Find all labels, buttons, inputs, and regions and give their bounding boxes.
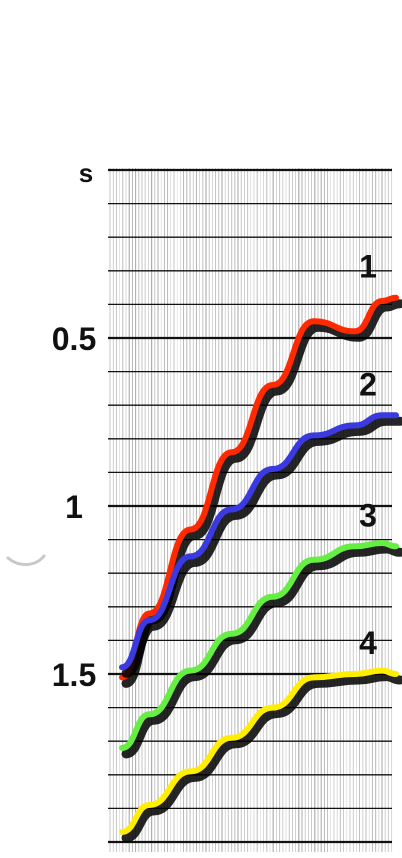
- y-axis-tick-label: 1.5: [52, 657, 96, 693]
- smudge-mark: [6, 554, 46, 566]
- curve-label-4: 4: [359, 625, 377, 661]
- seismic-event-line: [121, 544, 402, 759]
- curve-3: [119, 540, 399, 751]
- seismic-event-line: [121, 416, 402, 678]
- curve-label-1: 1: [359, 249, 377, 285]
- curve-4: [119, 667, 399, 835]
- curve-label-3: 3: [359, 497, 377, 533]
- y-axis-tick-label: 0.5: [52, 321, 96, 357]
- seismic-event-line: [121, 672, 402, 843]
- curve-1: [119, 294, 399, 681]
- y-axis-tick-label: 1: [65, 489, 83, 525]
- picked-curves: [119, 294, 402, 843]
- curve-labels: 1 2 3 4: [359, 249, 377, 661]
- curve-2: [119, 412, 399, 671]
- y-axis: s 0.5 1 1.5: [52, 158, 96, 693]
- curve-label-2: 2: [359, 366, 377, 402]
- y-axis-unit-label: s: [79, 158, 93, 188]
